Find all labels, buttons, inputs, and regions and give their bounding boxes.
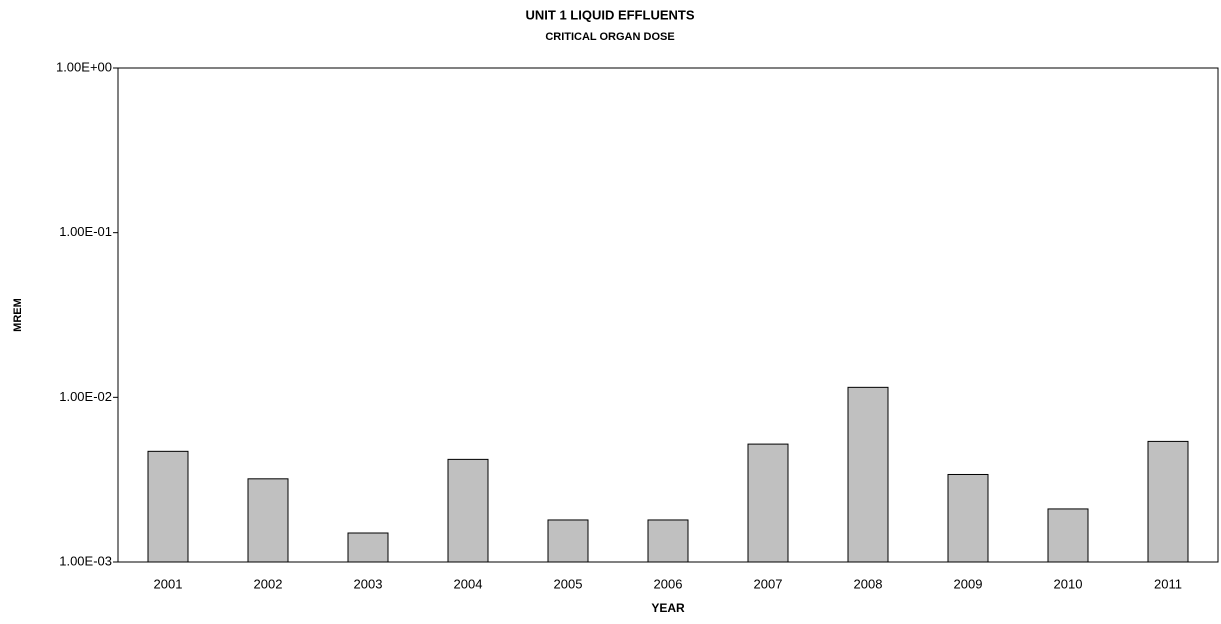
- x-tick-label: 2002: [254, 576, 283, 591]
- y-tick-label: 1.00E-03: [59, 553, 112, 568]
- x-axis-label: YEAR: [651, 601, 685, 615]
- bar: [447, 458, 489, 563]
- x-tick-label: 2008: [854, 576, 883, 591]
- x-tick-label: 2004: [454, 576, 483, 591]
- x-tick-label: 2006: [654, 576, 683, 591]
- bar: [647, 519, 689, 563]
- chart-title: UNIT 1 LIQUID EFFLUENTS: [526, 7, 695, 22]
- x-tick-label: 2001: [154, 576, 183, 591]
- y-tick-label: 1.00E-02: [59, 389, 112, 404]
- bar: [847, 386, 889, 563]
- bar: [747, 443, 789, 563]
- y-tick-label: 1.00E-01: [59, 224, 112, 239]
- bar: [1147, 440, 1189, 563]
- bar: [347, 532, 389, 563]
- bar: [1047, 508, 1089, 563]
- bar: [147, 450, 189, 563]
- x-tick-label: 2007: [754, 576, 783, 591]
- bar: [947, 473, 989, 563]
- y-axis-label: MREM: [12, 298, 24, 332]
- x-tick-label: 2011: [1154, 576, 1182, 591]
- bar: [547, 519, 589, 563]
- x-tick-label: 2003: [354, 576, 383, 591]
- x-tick-label: 2010: [1054, 576, 1083, 591]
- x-tick-label: 2005: [554, 576, 583, 591]
- chart-subtitle: CRITICAL ORGAN DOSE: [545, 31, 674, 43]
- bar: [247, 478, 289, 563]
- x-tick-label: 2009: [954, 576, 983, 591]
- y-tick-label: 1.00E+00: [56, 59, 112, 74]
